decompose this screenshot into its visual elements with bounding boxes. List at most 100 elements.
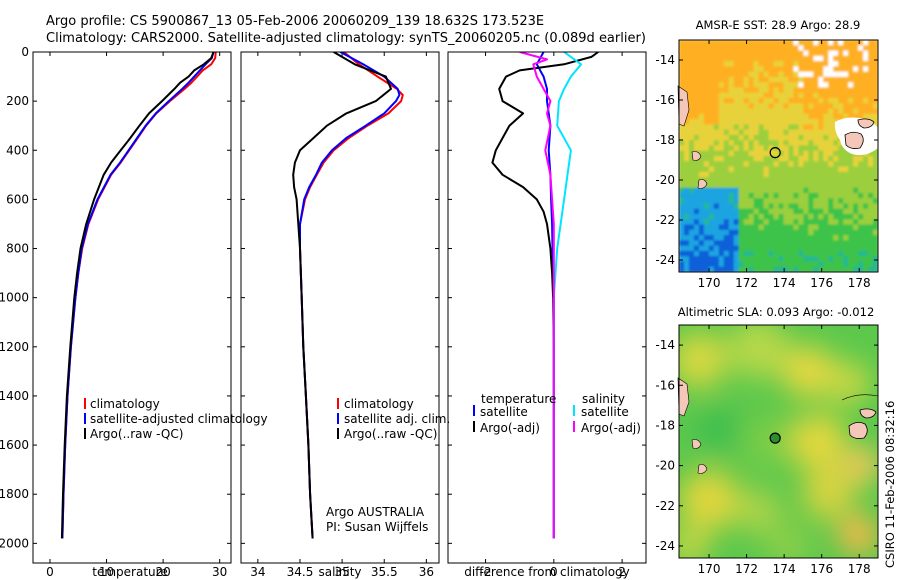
series-line-argo-raw-qc- [292, 52, 392, 539]
salinity-annotation-line2: PI: Susan Wijffels [326, 520, 428, 534]
legend-label-sal-sat: satellite [581, 405, 629, 419]
vanuatu-south [697, 464, 708, 474]
map-lon-label: 172 [735, 276, 758, 290]
depth-tick-label: 1200 [0, 340, 29, 354]
series-line-argo-raw-qc- [60, 52, 215, 539]
map-lat-label: -14 [655, 53, 675, 67]
temperature-panel: 0 10 20 30 0 200 400 600 800 1000 1200 1400 1600 1800… [0, 45, 268, 579]
x-tick-label: 2 [618, 565, 626, 579]
depth-tick-label: 0 [21, 45, 29, 59]
map-lat-label: -16 [655, 378, 675, 392]
depth-tick-label: 1600 [0, 438, 29, 452]
map-lat-label: -20 [655, 459, 675, 473]
map-lat-label: -16 [655, 93, 675, 107]
fiji-vanua-levu [859, 408, 877, 419]
x-tick-label: 35 [334, 565, 349, 579]
depth-tick-label: 2000 [0, 536, 29, 550]
map-lat-label: -24 [655, 539, 675, 553]
temperature-legend: climatology satellite-adjusted climatolo… [84, 397, 268, 441]
map-lon-label: 178 [848, 276, 871, 290]
salinity-annotation-line1: Argo AUSTRALIA [326, 505, 425, 519]
sla-map-frame [678, 324, 879, 559]
series-line-salinity-satellite [552, 52, 583, 539]
salinity-xlabel: salinity [318, 565, 361, 579]
sst-map-landmasses [677, 85, 878, 189]
depth-tick-label: 1400 [0, 389, 29, 403]
sst-map-image [679, 40, 879, 273]
x-tick-label: 20 [155, 565, 170, 579]
legend-label-sat: satellite-adjusted climatology [90, 412, 268, 426]
series-line-satellite-adjusted-climatology [61, 52, 215, 539]
x-tick-label: 34 [250, 565, 265, 579]
map-lon-label: 172 [735, 562, 758, 576]
x-tick-label: 34.5 [287, 565, 314, 579]
map-lon-label: 174 [773, 276, 796, 290]
depth-tick-label: 400 [6, 143, 29, 157]
map-lat-label: -18 [655, 133, 675, 147]
sst-map-title: AMSR-E SST: 28.9 Argo: 28.9 [696, 18, 861, 32]
series-line-temperature-satellite [535, 52, 555, 539]
difference-legend: temperature satellite Argo(-adj) salinit… [473, 392, 641, 435]
legend-label-clim: climatology [344, 397, 414, 411]
reef-contour [841, 394, 879, 401]
difference-xlabel: difference from climatology [464, 565, 630, 579]
x-tick-label: 0 [46, 565, 54, 579]
legend-label-argo: Argo(..raw -QC) [90, 427, 183, 441]
salinity-axes-frame [240, 51, 440, 564]
map-lon-label: 174 [773, 562, 796, 576]
sla-map-landmasses [677, 377, 879, 474]
depth-tick-label: 1800 [0, 487, 29, 501]
salinity-legend: climatology satellite adj. clim. Argo(..… [337, 397, 450, 441]
fiji-viti-levu [844, 131, 864, 149]
legend-label-argo: Argo(..raw -QC) [344, 427, 437, 441]
map-lat-label: -22 [655, 213, 675, 227]
map-lon-label: 176 [810, 276, 833, 290]
map-lon-label: 176 [810, 562, 833, 576]
legend-heading-temperature: temperature [481, 392, 556, 406]
legend-label-temp-argo: Argo(-adj) [480, 421, 540, 435]
depth-tick-label: 600 [6, 192, 29, 206]
depth-tick-label: 1000 [0, 291, 29, 305]
header-line1: Argo profile: CS 5900867_13 05-Feb-2006 … [46, 14, 544, 29]
x-tick-label: 35.5 [371, 565, 398, 579]
difference-axes-frame [447, 51, 647, 564]
temperature-axes-frame [32, 51, 232, 564]
series-line-satellite-adj-clim- [299, 52, 401, 539]
legend-label-clim: climatology [90, 397, 160, 411]
map-lat-label: -24 [655, 253, 675, 267]
legend-label-sal-argo: Argo(-adj) [581, 421, 641, 435]
footer-stamp: CSIRO 11-Feb-2006 08:32:16 [883, 401, 897, 568]
vanuatu-efate [691, 151, 702, 161]
map-lon-label: 178 [848, 562, 871, 576]
x-tick-label: 30 [212, 565, 227, 579]
map-lon-label: 170 [698, 562, 721, 576]
map-lat-label: -20 [655, 173, 675, 187]
series-line-temperature-argo-adj- [491, 52, 599, 539]
sla-map-panel: Altimetric SLA: 0.093 Argo: -0.012 170 17… [655, 305, 879, 576]
map-lat-label: -22 [655, 499, 675, 513]
depth-tick-label: 200 [6, 94, 29, 108]
fiji-vanua-levu [857, 118, 875, 129]
vanuatu-efate [691, 439, 702, 449]
series-line-salinity-argo-adj- [519, 52, 555, 539]
argo-float-marker [769, 147, 781, 159]
vanuatu-south [697, 179, 708, 189]
map-lat-label: -18 [655, 418, 675, 432]
x-tick-label: 36 [419, 565, 434, 579]
x-tick-label: 10 [99, 565, 114, 579]
map-lat-label: -14 [655, 338, 675, 352]
legend-label-temp-sat: satellite [480, 405, 528, 419]
difference-panel: -2 0 2 difference from climatology tempera… [447, 51, 647, 579]
sst-map-frame [678, 39, 879, 273]
sst-map-panel: AMSR-E SST: 28.9 Argo: 28.9 170 172 174 176… [655, 18, 879, 290]
salinity-panel: 34 34.5 35 35.5 36 salinity climatology sate… [240, 51, 450, 579]
temperature-xlabel: temperature [92, 565, 167, 579]
argo-float-marker [769, 432, 781, 444]
depth-tick-label: 800 [6, 242, 29, 256]
map-lon-label: 170 [698, 276, 721, 290]
header-line2: Climatology: CARS2000. Satellite-adjuste… [46, 31, 646, 46]
fiji-viti-levu [848, 422, 868, 439]
series-line-climatology [299, 52, 404, 539]
sla-map-title: Altimetric SLA: 0.093 Argo: -0.012 [678, 305, 875, 319]
